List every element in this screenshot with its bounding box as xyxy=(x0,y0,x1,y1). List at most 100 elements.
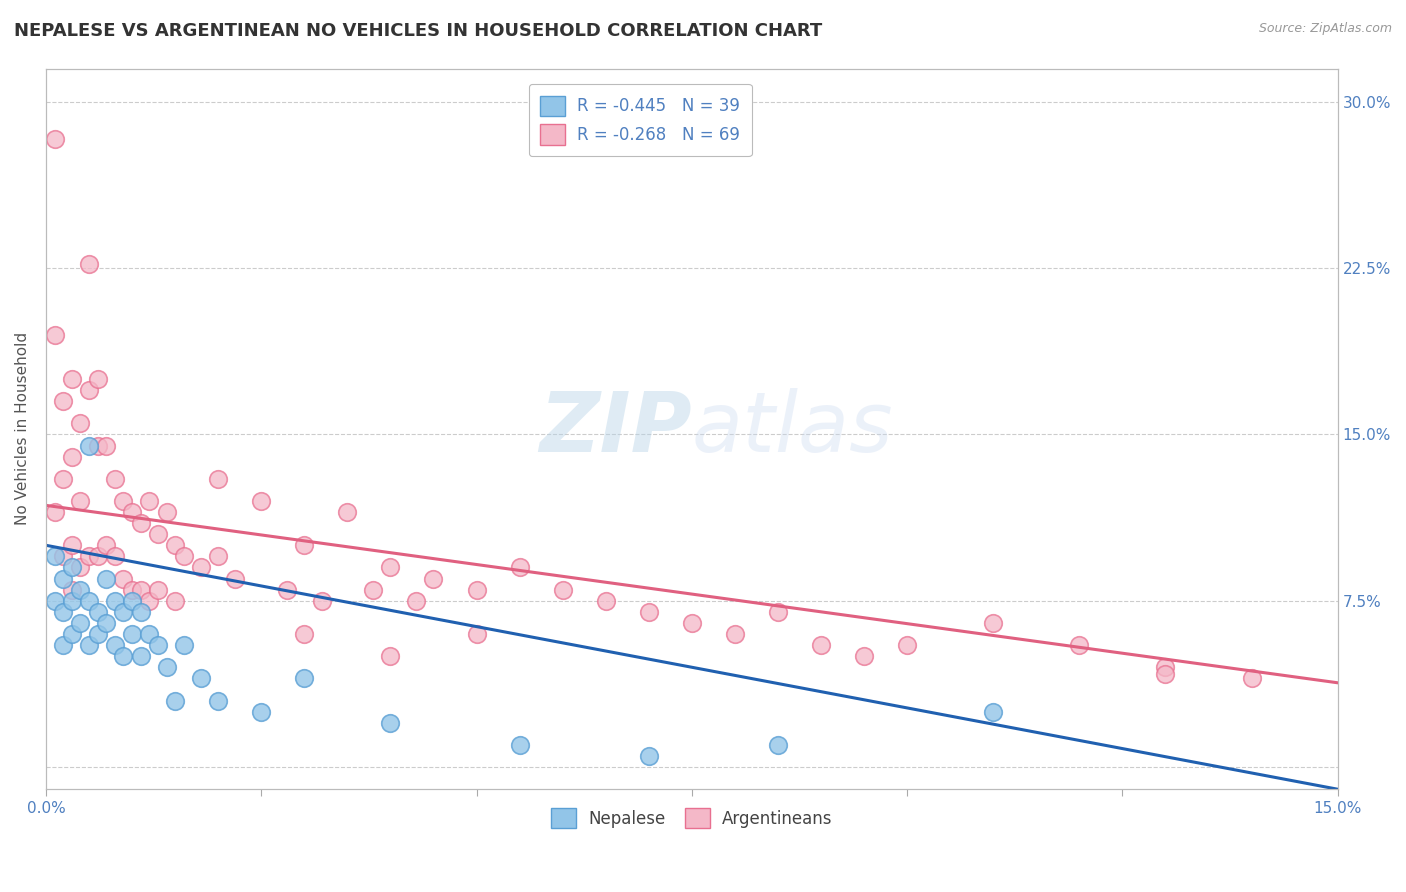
Point xyxy=(190,671,212,685)
Point xyxy=(86,438,108,452)
Legend: Nepalese, Argentineans: Nepalese, Argentineans xyxy=(544,801,839,835)
Point xyxy=(465,627,488,641)
Point xyxy=(104,549,127,564)
Point xyxy=(380,649,402,664)
Point xyxy=(766,738,789,752)
Point xyxy=(1154,660,1177,674)
Point xyxy=(165,593,187,607)
Point xyxy=(60,450,83,464)
Point xyxy=(44,327,66,342)
Point xyxy=(853,649,876,664)
Point xyxy=(69,417,91,431)
Point xyxy=(96,438,118,452)
Point xyxy=(595,593,617,607)
Point xyxy=(96,572,118,586)
Point xyxy=(465,582,488,597)
Point xyxy=(551,582,574,597)
Point xyxy=(173,549,195,564)
Point xyxy=(207,472,229,486)
Point xyxy=(69,615,91,630)
Point xyxy=(52,549,75,564)
Point xyxy=(60,560,83,574)
Point xyxy=(121,593,143,607)
Point xyxy=(224,572,246,586)
Point xyxy=(405,593,427,607)
Point xyxy=(77,383,100,397)
Point xyxy=(44,549,66,564)
Point xyxy=(509,560,531,574)
Point xyxy=(292,627,315,641)
Point xyxy=(336,505,359,519)
Point xyxy=(173,638,195,652)
Point xyxy=(86,549,108,564)
Point xyxy=(121,582,143,597)
Text: NEPALESE VS ARGENTINEAN NO VEHICLES IN HOUSEHOLD CORRELATION CHART: NEPALESE VS ARGENTINEAN NO VEHICLES IN H… xyxy=(14,22,823,40)
Point xyxy=(52,638,75,652)
Point xyxy=(96,615,118,630)
Point xyxy=(52,605,75,619)
Point xyxy=(380,715,402,730)
Point xyxy=(138,494,160,508)
Point xyxy=(86,372,108,386)
Point xyxy=(1069,638,1091,652)
Point xyxy=(44,505,66,519)
Point xyxy=(250,705,273,719)
Point xyxy=(724,627,747,641)
Point xyxy=(86,627,108,641)
Point xyxy=(422,572,444,586)
Point xyxy=(292,538,315,552)
Point xyxy=(96,538,118,552)
Point xyxy=(311,593,333,607)
Point xyxy=(129,582,152,597)
Point xyxy=(981,705,1004,719)
Point xyxy=(69,560,91,574)
Point xyxy=(810,638,832,652)
Point xyxy=(146,582,169,597)
Point xyxy=(77,257,100,271)
Point xyxy=(165,693,187,707)
Point xyxy=(104,593,127,607)
Text: ZIP: ZIP xyxy=(538,388,692,469)
Point xyxy=(361,582,384,597)
Point xyxy=(766,605,789,619)
Point xyxy=(509,738,531,752)
Point xyxy=(121,627,143,641)
Point xyxy=(981,615,1004,630)
Point xyxy=(52,572,75,586)
Point xyxy=(69,582,91,597)
Point xyxy=(146,638,169,652)
Point xyxy=(44,132,66,146)
Point xyxy=(77,549,100,564)
Point xyxy=(207,549,229,564)
Point xyxy=(112,572,135,586)
Point xyxy=(77,438,100,452)
Point xyxy=(86,605,108,619)
Point xyxy=(104,638,127,652)
Point xyxy=(69,494,91,508)
Text: atlas: atlas xyxy=(692,388,893,469)
Point xyxy=(380,560,402,574)
Point xyxy=(896,638,918,652)
Point xyxy=(276,582,298,597)
Point xyxy=(60,627,83,641)
Point xyxy=(121,505,143,519)
Point xyxy=(1154,667,1177,681)
Point xyxy=(165,538,187,552)
Point xyxy=(146,527,169,541)
Point xyxy=(77,593,100,607)
Point xyxy=(129,516,152,530)
Point xyxy=(60,593,83,607)
Point xyxy=(129,605,152,619)
Point xyxy=(637,605,659,619)
Point xyxy=(52,472,75,486)
Point xyxy=(77,638,100,652)
Point xyxy=(129,649,152,664)
Point xyxy=(155,660,177,674)
Point xyxy=(60,582,83,597)
Point xyxy=(1240,671,1263,685)
Point xyxy=(207,693,229,707)
Point xyxy=(138,593,160,607)
Point xyxy=(60,538,83,552)
Point xyxy=(112,649,135,664)
Point xyxy=(250,494,273,508)
